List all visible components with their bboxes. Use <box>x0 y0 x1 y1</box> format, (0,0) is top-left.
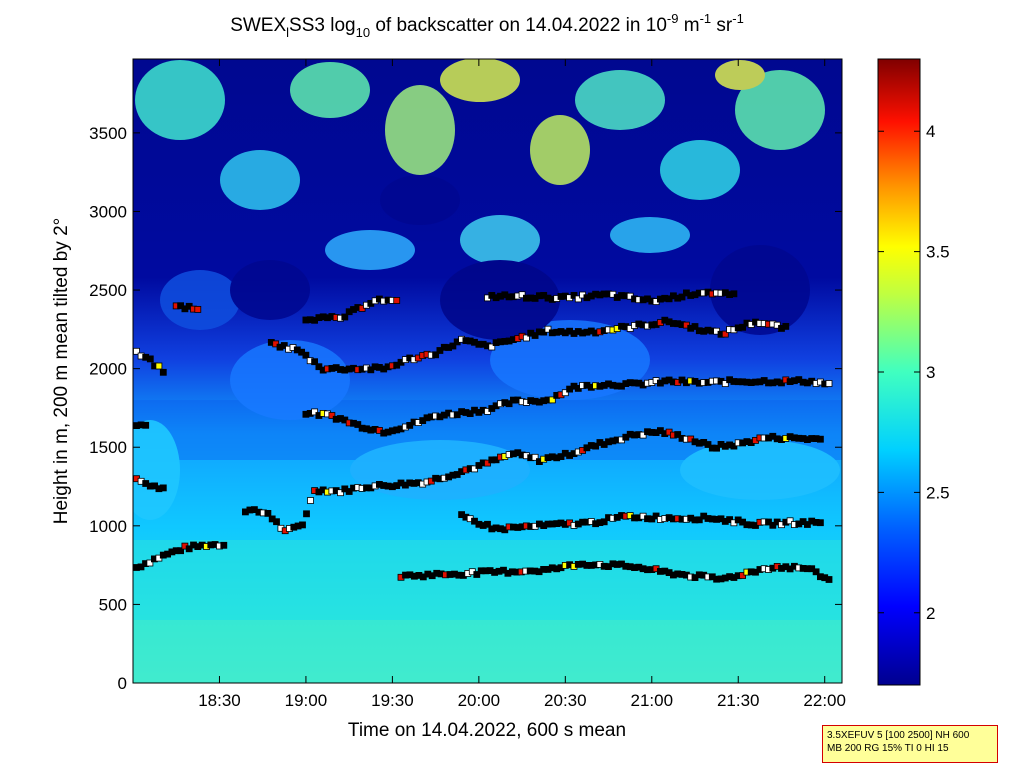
settings-line-1: 3.5XEFUV 5 [100 2500] NH 600 <box>827 730 970 741</box>
y-tick-label: 3500 <box>89 124 127 143</box>
layer-marker <box>652 512 660 520</box>
layer-marker <box>825 380 833 387</box>
layer-marker <box>155 362 163 370</box>
layer-marker <box>531 332 539 339</box>
y-tick-label: 1500 <box>89 438 127 457</box>
layer-marker <box>341 313 349 321</box>
layer-marker <box>812 568 820 576</box>
layer-marker <box>328 412 336 419</box>
layer-marker <box>307 497 314 504</box>
settings-info-box: 3.5XEFUV 5 [100 2500] NH 600 MB 200 RG 1… <box>822 725 998 763</box>
layer-marker <box>674 431 682 438</box>
layer-marker <box>782 322 790 330</box>
layer-marker <box>473 571 481 578</box>
layer-marker <box>544 325 552 333</box>
layer-marker <box>548 396 556 404</box>
heatmap-area <box>133 59 842 683</box>
layer-marker <box>280 342 288 349</box>
layer-marker <box>523 334 530 342</box>
layer-marker <box>817 519 824 527</box>
x-tick-label: 22:00 <box>803 691 846 710</box>
x-tick-label: 21:30 <box>717 691 760 710</box>
layer-marker <box>488 343 496 351</box>
y-tick-label: 2500 <box>89 281 127 300</box>
layer-marker <box>393 297 401 304</box>
x-axis: 18:30 19:00 19:30 20:00 20:30 21:00 21:30 22:00 <box>198 59 846 710</box>
layer-marker <box>159 484 167 492</box>
layer-marker <box>713 444 720 452</box>
layer-marker <box>146 355 154 363</box>
layer-marker <box>337 489 344 497</box>
x-tick-label: 19:00 <box>285 691 328 710</box>
y-tick-label: 3000 <box>89 202 127 221</box>
layer-marker <box>354 421 362 428</box>
layer-marker <box>561 389 569 397</box>
layer-marker <box>303 510 310 518</box>
chart-title: SWEXlSS3 log10 of backscatter on 14.04.2… <box>230 11 744 40</box>
x-tick-label: 18:30 <box>198 691 241 710</box>
layer-marker <box>592 442 599 450</box>
layer-marker <box>311 358 319 366</box>
layer-marker <box>264 509 272 517</box>
x-tick-label: 20:30 <box>544 691 587 710</box>
layer-marker <box>194 305 202 313</box>
layer-marker <box>570 291 578 299</box>
layer-marker <box>505 400 513 408</box>
layer-marker <box>730 290 738 298</box>
colorbar-tick-label: 3 <box>926 363 935 382</box>
layer-marker <box>449 342 457 350</box>
y-tick-label: 2000 <box>89 360 127 379</box>
layer-marker <box>825 576 833 583</box>
layer-marker <box>142 421 150 429</box>
y-tick-label: 1000 <box>89 517 127 536</box>
heatmap-texture <box>133 59 842 683</box>
layer-marker <box>678 293 686 301</box>
layer-marker <box>273 518 280 526</box>
x-tick-label: 21:00 <box>631 691 674 710</box>
layer-marker <box>185 545 193 553</box>
layer-marker <box>311 408 319 416</box>
layer-marker <box>302 351 310 359</box>
layer-marker <box>574 295 582 303</box>
layer-marker <box>691 323 699 330</box>
layer-marker <box>817 435 824 443</box>
layer-markers <box>133 288 833 583</box>
layer-marker <box>432 351 440 359</box>
layer-marker <box>704 441 712 448</box>
layer-marker <box>518 291 526 299</box>
colorbar-tick-label: 2.5 <box>926 483 950 502</box>
layer-marker <box>739 323 746 331</box>
layer-marker <box>177 547 185 555</box>
layer-marker <box>721 380 729 388</box>
layer-marker <box>721 330 729 338</box>
layer-marker <box>804 521 811 528</box>
colorbar-tick-label: 2 <box>926 604 935 623</box>
layer-marker <box>531 453 539 461</box>
layer-marker <box>695 516 703 524</box>
colorbar <box>877 58 921 686</box>
layer-marker <box>786 517 794 525</box>
y-axis: 0 500 1000 1500 2000 2500 3000 3500 <box>89 124 842 693</box>
x-axis-title: Time on 14.04.2022, 600 s mean <box>348 720 626 741</box>
colorbar-ticks: 2 2.5 3 3.5 4 <box>878 122 950 623</box>
plot-frame <box>132 58 843 684</box>
layer-marker <box>299 521 306 529</box>
layer-marker <box>146 559 154 567</box>
colorbar-tick-label: 3.5 <box>926 243 950 262</box>
y-axis-title: Height in m, 200 m mean tilted by 2° <box>51 218 72 524</box>
x-tick-label: 20:00 <box>458 691 501 710</box>
y-tick-label: 500 <box>99 595 127 614</box>
y-tick-label: 0 <box>118 674 127 693</box>
layer-marker <box>484 520 491 528</box>
layer-marker <box>739 572 746 579</box>
settings-line-2: MB 200 RG 15% TI 0 HI 15 <box>827 743 949 754</box>
layer-marker <box>220 541 228 549</box>
layer-marker <box>159 368 167 376</box>
colorbar-tick-label: 4 <box>926 122 935 141</box>
x-tick-label: 19:30 <box>371 691 414 710</box>
layer-marker <box>600 518 608 526</box>
